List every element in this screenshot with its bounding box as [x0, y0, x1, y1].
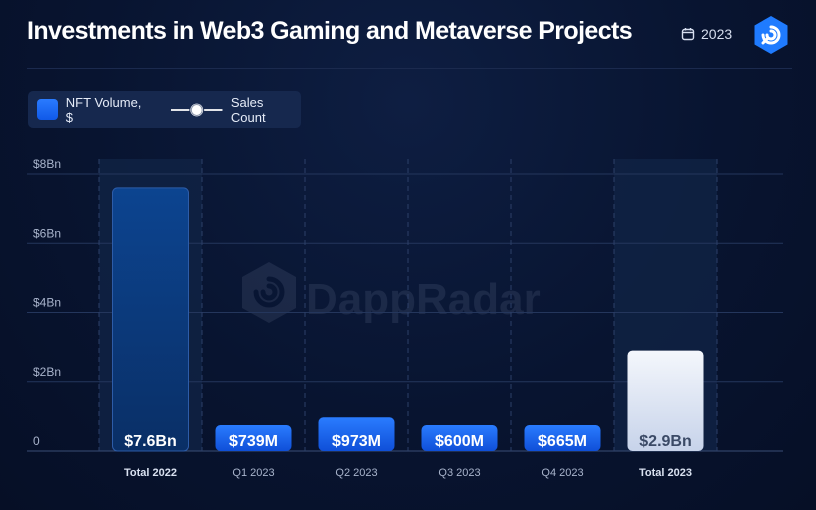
page-title: Investments in Web3 Gaming and Metaverse… — [27, 17, 633, 45]
legend-line-label: Sales Count — [230, 94, 266, 125]
bar-data-label: $2.9Bn — [639, 433, 691, 450]
x-tick-label: Total 2022 — [124, 467, 177, 479]
bar[interactable] — [215, 425, 292, 451]
bar-data-label: $7.6Bn — [124, 433, 176, 450]
bar-data-label: $973M — [332, 433, 381, 450]
bar[interactable] — [112, 187, 189, 452]
x-tick-label: Total 2023 — [639, 467, 692, 479]
legend-line-symbol — [171, 102, 223, 117]
legend-bar-label: NFT Volume, $ — [65, 94, 142, 125]
legend-bar-swatch — [37, 99, 58, 120]
y-tick-label: $8Bn — [33, 157, 61, 171]
bar[interactable] — [318, 417, 395, 451]
header-divider — [27, 68, 792, 69]
bar-data-label: $739M — [229, 433, 278, 450]
x-tick-label: Q3 2023 — [438, 467, 480, 479]
bar[interactable] — [627, 350, 704, 451]
watermark-text: DappRadar — [306, 275, 541, 324]
x-tick-label: Q1 2023 — [232, 467, 274, 479]
bar-data-label: $665M — [538, 433, 587, 450]
y-tick-label: $6Bn — [33, 226, 61, 240]
watermark: DappRadar — [242, 262, 541, 324]
dappradar-logo-icon — [754, 16, 788, 54]
bar[interactable] — [421, 425, 498, 451]
bar[interactable] — [524, 425, 601, 451]
x-tick-label: Q2 2023 — [335, 467, 377, 479]
y-tick-label: $4Bn — [33, 296, 61, 310]
watermark-logo-icon — [242, 262, 296, 323]
y-tick-label: $2Bn — [33, 365, 61, 379]
legend: NFT Volume, $ Sales Count — [28, 91, 301, 128]
x-tick-label: Q4 2023 — [541, 467, 583, 479]
calendar-icon — [681, 28, 695, 41]
year-filter[interactable]: 2023 — [681, 25, 732, 43]
year-label: 2023 — [701, 26, 733, 42]
bar-data-label: $600M — [435, 433, 484, 450]
y-tick-label: 0 — [33, 434, 40, 448]
